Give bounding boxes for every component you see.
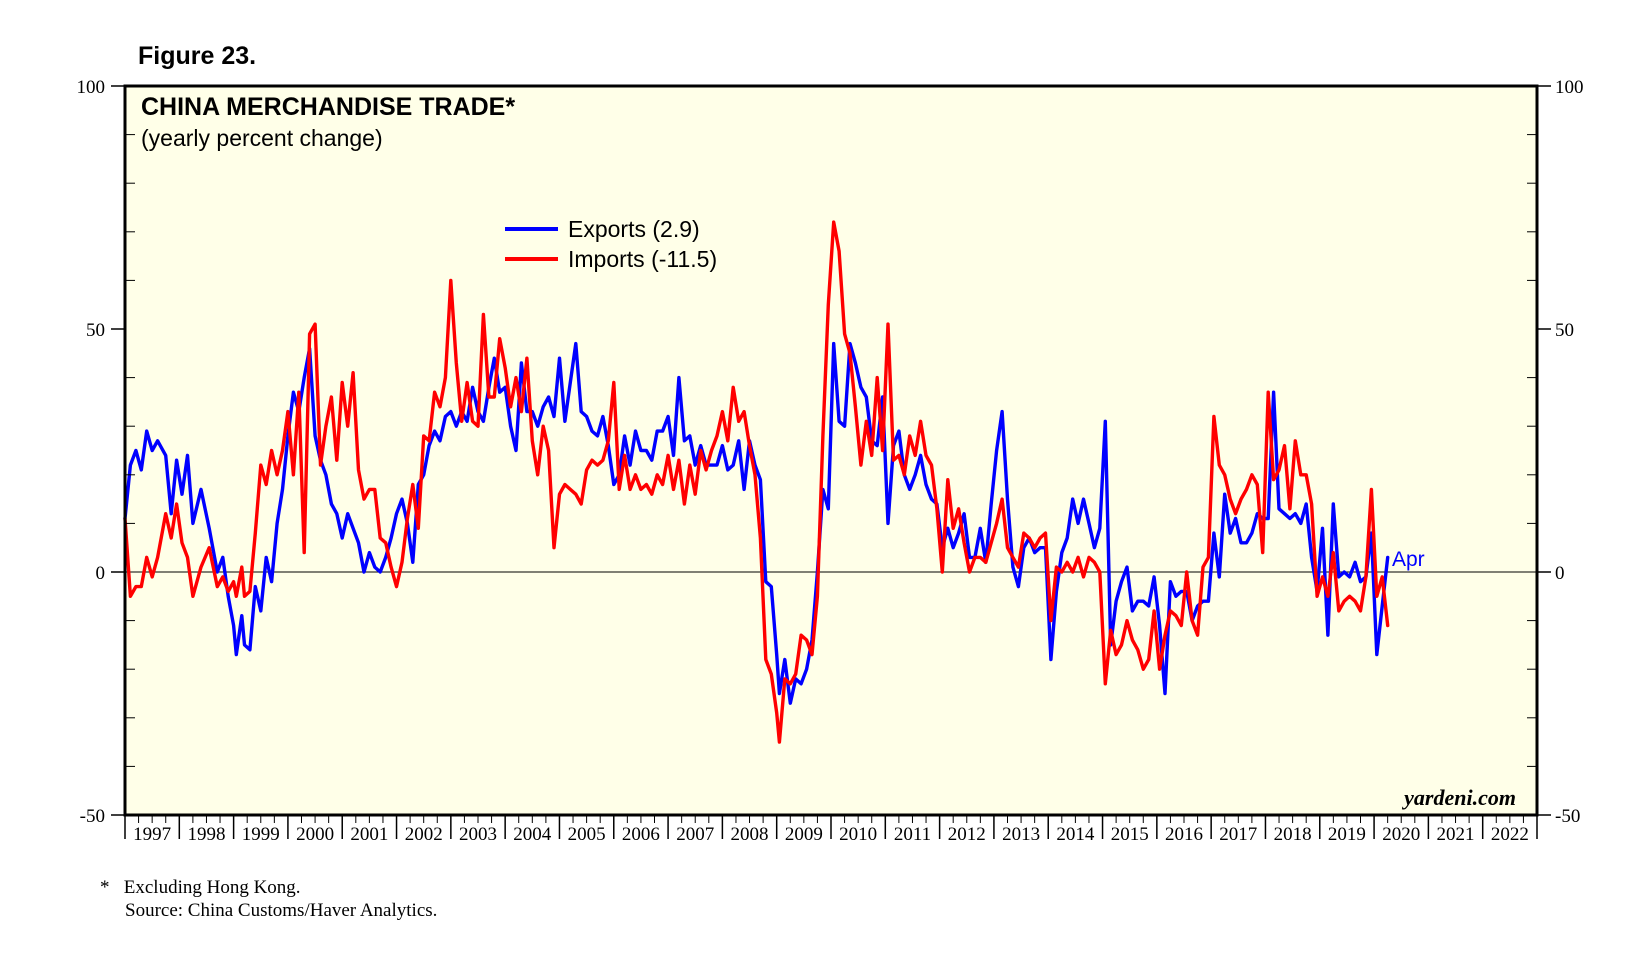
x-tick-label: 2010 [839, 824, 877, 845]
x-tick-label: 2016 [1165, 824, 1203, 845]
x-tick-label: 2009 [785, 824, 823, 845]
x-tick-label: 1998 [187, 824, 225, 845]
y-tick-label-right: -50 [1555, 806, 1580, 827]
x-tick-label: 2005 [568, 824, 606, 845]
y-tick-label-left: -50 [80, 806, 105, 827]
chart-title: CHINA MERCHANDISE TRADE* [141, 93, 515, 121]
x-tick-label: 2013 [1002, 824, 1040, 845]
x-tick-label: 2008 [731, 824, 769, 845]
footnote-source: Source: China Customs/Haver Analytics. [125, 900, 438, 921]
y-tick-label-right: 100 [1555, 77, 1584, 98]
x-tick-label: 2006 [622, 824, 660, 845]
x-tick-label: 2011 [894, 824, 931, 845]
x-tick-label: 2000 [296, 824, 334, 845]
x-tick-label: 2001 [350, 824, 388, 845]
x-tick-label: 2020 [1382, 824, 1420, 845]
y-tick-label-left: 50 [86, 320, 105, 341]
y-tick-label-left: 100 [77, 77, 106, 98]
x-tick-label: 2002 [405, 824, 443, 845]
x-tick-label: 2015 [1111, 824, 1149, 845]
legend-label-exports: Exports (2.9) [568, 216, 700, 242]
x-tick-label: 1999 [242, 824, 280, 845]
x-tick-label: 2019 [1328, 824, 1366, 845]
x-tick-label: 2018 [1274, 824, 1312, 845]
y-tick-label-right: 50 [1555, 320, 1574, 341]
x-tick-label: 2004 [513, 824, 552, 845]
end-label: Apr [1392, 548, 1425, 571]
chart-subtitle: (yearly percent change) [141, 125, 383, 151]
x-tick-label: 2014 [1056, 824, 1095, 845]
y-tick-label-right: 0 [1555, 563, 1565, 584]
x-tick-label: 2017 [1219, 824, 1257, 845]
x-tick-label: 1997 [133, 824, 171, 845]
x-tick-label: 2022 [1491, 824, 1529, 845]
series-line-exports [123, 341, 1390, 705]
watermark: yardeni.com [1401, 785, 1516, 810]
x-tick-label: 2012 [948, 824, 986, 845]
series-layer [123, 220, 1390, 744]
legend: Exports (2.9) Imports (-11.5) [505, 216, 717, 272]
footnote-note: * Excluding Hong Kong. [100, 877, 301, 898]
y-tick-label-left: 0 [96, 563, 106, 584]
series-line-imports [123, 220, 1390, 744]
x-tick-label: 2003 [459, 824, 497, 845]
axes-group: -50 -50 0 0 50 50 100 100 1997 1998 1999 2000 2001 20… [77, 77, 1584, 845]
figure-label: Figure 23. [138, 42, 257, 70]
x-tick-label: 2021 [1437, 824, 1475, 845]
x-tick-label: 2007 [676, 824, 714, 845]
legend-label-imports: Imports (-11.5) [568, 246, 717, 272]
